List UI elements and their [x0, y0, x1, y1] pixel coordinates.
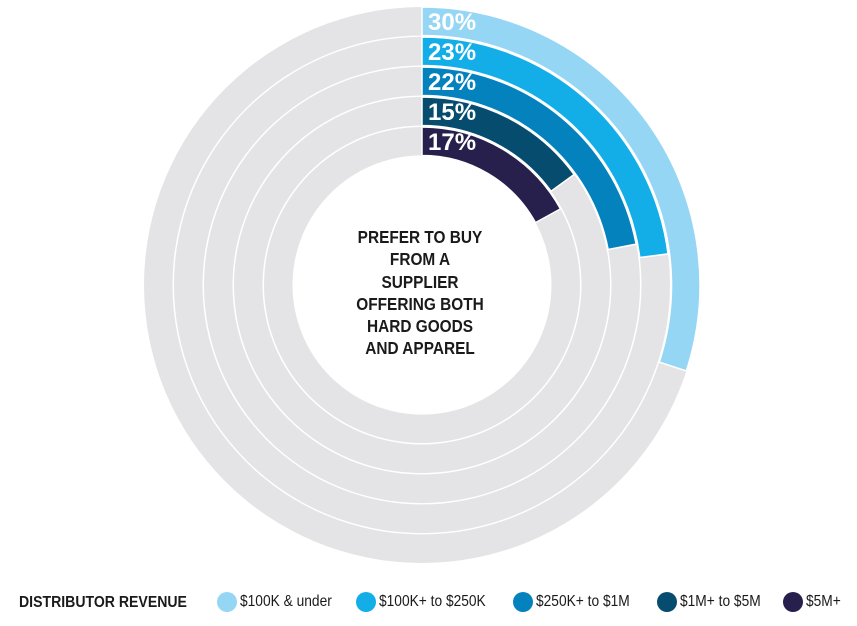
legend-item: $250K+ to $1M	[513, 592, 645, 612]
legend-item: $100K+ to $250K	[356, 592, 503, 612]
center-label-line: FROM A	[389, 249, 451, 270]
legend-label: $250K+ to $1M	[536, 593, 630, 610]
radial-bar	[421, 66, 638, 251]
legend-title: DISTRIBUTOR REVENUE	[19, 594, 187, 611]
radial-bar-chart: 30% 23% 22% 15% 17%	[144, 6, 701, 563]
legend-label: $1M+ to $5M	[680, 593, 761, 610]
center-label-line: AND APPAREL	[365, 338, 475, 359]
center-label-line: SUPPLIER	[381, 271, 459, 292]
center-label-line: HARD GOODS	[366, 316, 474, 337]
legend-item: $1M+ to $5M	[657, 592, 774, 612]
value-label: 30%	[428, 9, 476, 36]
value-label: 23%	[428, 39, 476, 66]
center-label-line: OFFERING BOTH	[356, 293, 484, 314]
legend-swatch	[783, 592, 803, 612]
legend-swatch	[513, 592, 533, 612]
radial-bar	[421, 36, 669, 259]
center-label: PREFER TO BUY FROM A SUPPLIER OFFERING B…	[332, 226, 508, 360]
legend-item: $5M+	[783, 592, 846, 612]
legend-label: $5M+	[806, 593, 841, 610]
legend-label: $100K+ to $250K	[379, 593, 486, 610]
radial-bar	[421, 126, 562, 224]
legend: DISTRIBUTOR REVENUE $100K & under $100K+…	[0, 590, 857, 618]
value-label: 17%	[428, 129, 476, 156]
legend-swatch	[356, 592, 376, 612]
legend-label: $100K & under	[240, 593, 332, 610]
center-label-line: PREFER TO BUY	[357, 227, 483, 247]
legend-item: $100K & under	[217, 592, 347, 612]
legend-swatch	[657, 592, 677, 612]
value-label: 15%	[428, 99, 476, 126]
radial-bar	[421, 96, 576, 193]
legend-swatch	[217, 592, 237, 612]
radial-bar	[421, 6, 701, 372]
value-label: 22%	[428, 69, 476, 96]
